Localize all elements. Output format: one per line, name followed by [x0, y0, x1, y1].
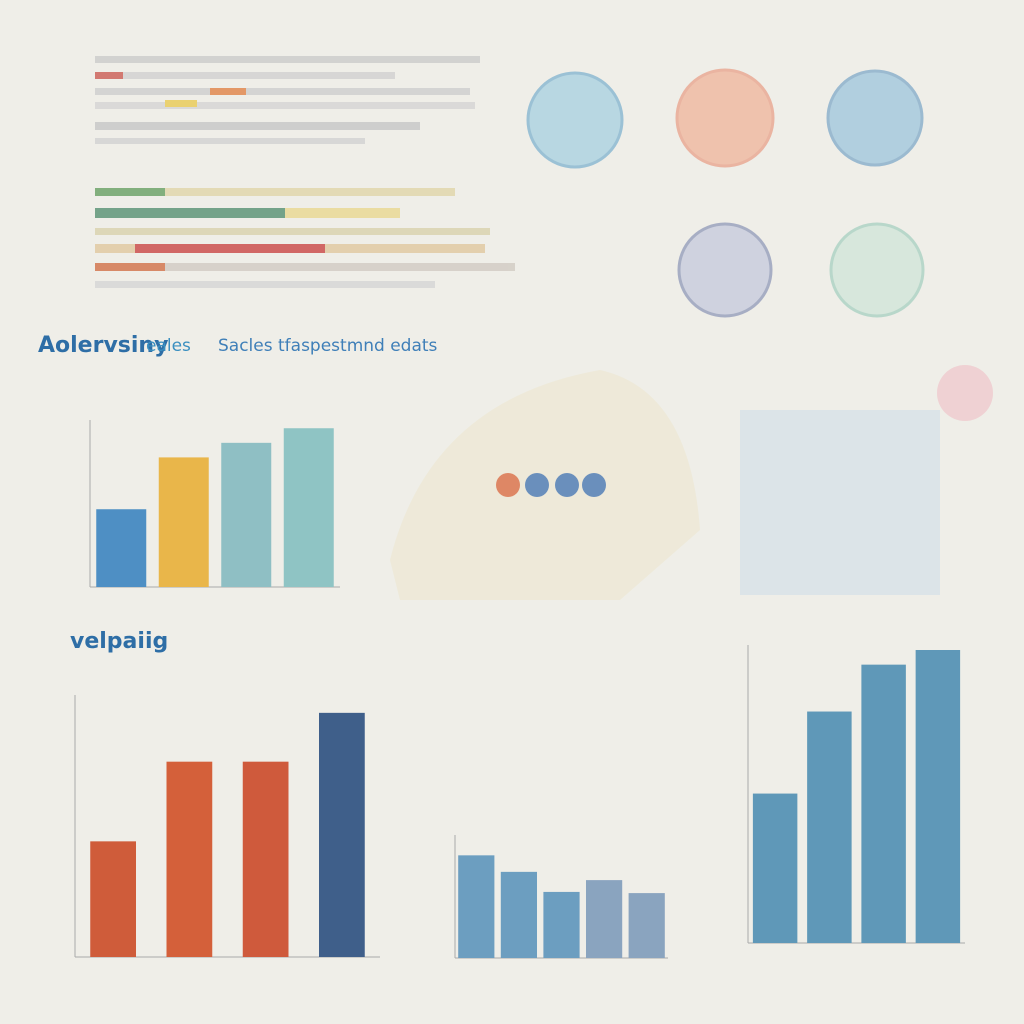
- decor-stripes: [95, 56, 515, 288]
- bar: [861, 664, 906, 943]
- decor-circles: [390, 68, 993, 600]
- bar: [500, 871, 538, 958]
- bar: [158, 457, 209, 587]
- bar: [458, 855, 495, 958]
- bar: [96, 509, 147, 587]
- bar: [319, 712, 365, 957]
- heading: Aolervsiny: [38, 333, 168, 358]
- bar: [242, 761, 289, 957]
- bar: [166, 761, 213, 957]
- bar: [585, 880, 623, 958]
- bar: [283, 428, 334, 587]
- heading-suffix: eales: [146, 336, 191, 356]
- bar: [915, 650, 961, 943]
- bar: [807, 711, 852, 943]
- bar: [752, 793, 798, 943]
- bar: [628, 893, 665, 958]
- bar: [90, 841, 136, 957]
- subtitle: Sacles tfaspestmnd edats: [218, 336, 438, 356]
- bar: [221, 442, 272, 587]
- heading: velpaiig: [70, 629, 168, 654]
- bar: [543, 891, 580, 958]
